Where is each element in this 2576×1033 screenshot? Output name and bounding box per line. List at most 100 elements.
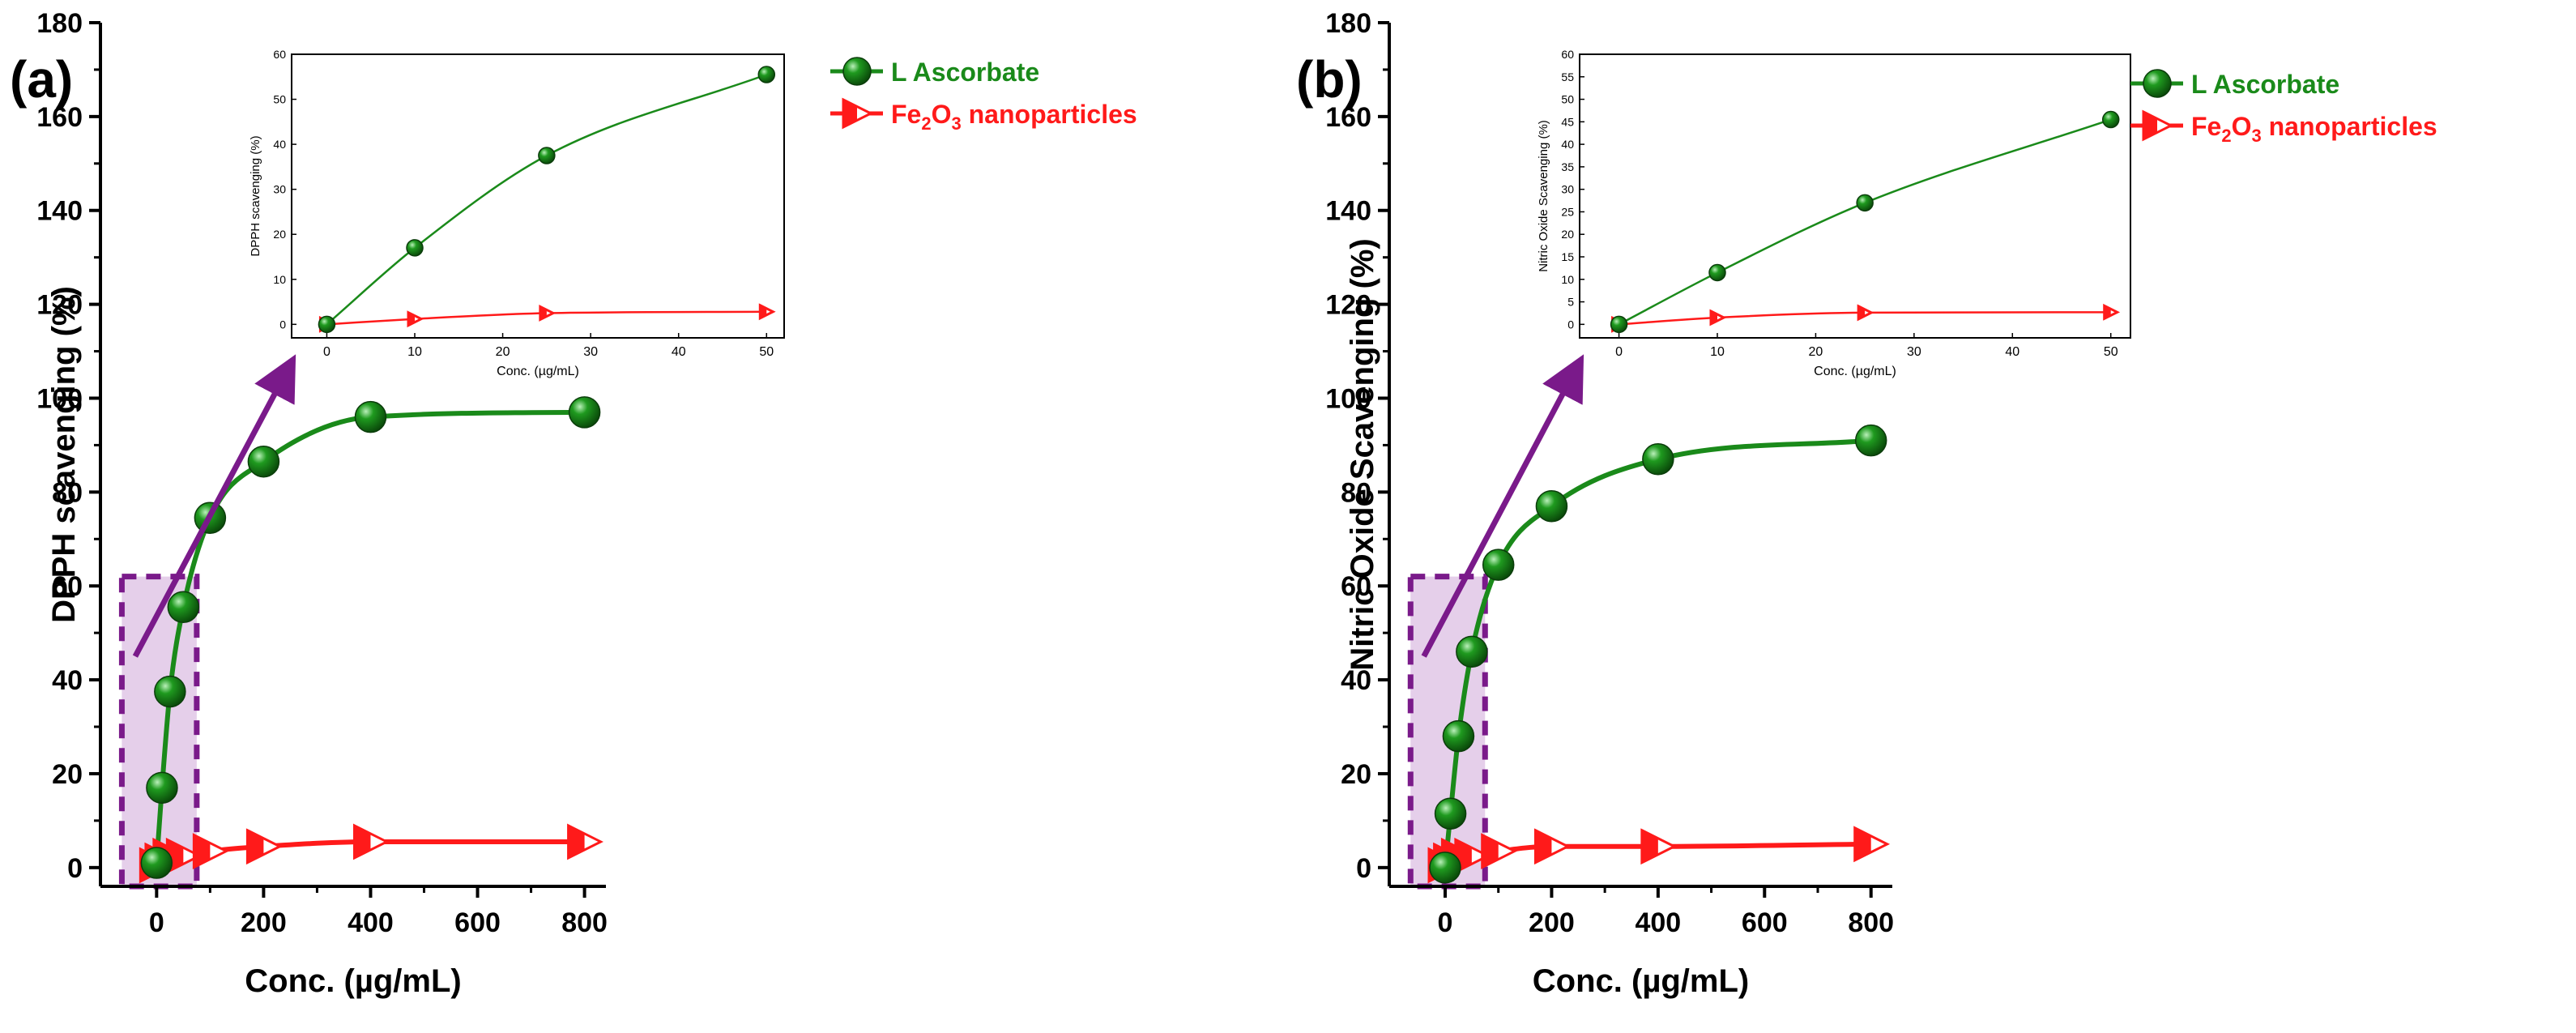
inset-x-tick-label: 0 xyxy=(323,345,331,359)
x-tick-label: 600 xyxy=(454,907,501,938)
fe2o3-point xyxy=(1640,828,1678,865)
legend-label-part: Fe xyxy=(2191,112,2221,141)
legend: L Ascorbate Fe2O3 nanoparticles xyxy=(830,57,1137,134)
inset-fe2o3-point xyxy=(539,305,557,322)
fe2o3-point xyxy=(1533,828,1571,865)
inset-y-tick-label: 0 xyxy=(279,318,286,331)
fe2o3-point-fill xyxy=(247,830,264,863)
inset-fe2o3-point-fill xyxy=(1711,311,1717,324)
inset-line-fe2o3 xyxy=(1619,311,2111,326)
l-ascorbate-point xyxy=(1642,443,1674,476)
inset-x-tick-label: 20 xyxy=(1809,345,1823,359)
inset-fe2o3-point-fill xyxy=(408,312,415,326)
inset-l-ascorbate-point xyxy=(406,239,424,257)
inset-y-tick-label: 15 xyxy=(1561,250,1574,263)
inset-fe2o3-point-fill xyxy=(540,306,547,320)
legend-label-part: Fe xyxy=(891,100,921,129)
inset-y-tick-label: 40 xyxy=(273,138,286,151)
x-tick-label: 0 xyxy=(1438,907,1453,938)
inset-y-tick-label: 10 xyxy=(1561,273,1574,286)
inset-fe2o3-point xyxy=(758,303,776,321)
y-tick-label: 40 xyxy=(1341,665,1371,696)
inset-x-tick-label: 10 xyxy=(1710,345,1725,359)
inset-l-ascorbate-point xyxy=(2101,110,2120,129)
l-ascorbate-point xyxy=(154,675,186,708)
inset-y-tick-label: 40 xyxy=(1561,138,1574,151)
y-tick-label: 160 xyxy=(1325,102,1371,133)
inset-y-tick-label: 60 xyxy=(273,48,286,61)
inset-x-tick-label: 20 xyxy=(496,345,510,359)
inset-fe2o3-point xyxy=(407,310,424,328)
legend-marker-l-ascorbate xyxy=(842,57,872,86)
inset-x-axis-title: Conc. (µg/mL) xyxy=(1814,365,1896,378)
l-ascorbate-point xyxy=(146,771,178,805)
fe2o3-point-fill xyxy=(194,835,211,868)
y-tick-label: 0 xyxy=(1356,853,1371,884)
legend-label-part: nanoparticles xyxy=(2262,112,2437,141)
l-ascorbate-point xyxy=(1535,489,1568,523)
legend-label-fe2o3: Fe2O3 nanoparticles xyxy=(2191,112,2437,146)
inset-y-tick-label: 10 xyxy=(273,273,286,286)
l-ascorbate-point xyxy=(247,445,280,478)
legend-marker-fe2o3-fill xyxy=(2143,112,2157,139)
x-tick-label: 400 xyxy=(348,907,394,938)
inset-x-tick-label: 30 xyxy=(1907,345,1921,359)
fe2o3-point xyxy=(1481,833,1518,869)
inset-l-ascorbate-point xyxy=(757,66,776,83)
legend-label-fe2o3: Fe2O3 nanoparticles xyxy=(891,100,1137,134)
y-tick-label: 100 xyxy=(36,383,83,414)
inset-x-tick-label: 40 xyxy=(2005,345,2019,359)
inset-y-tick-label: 55 xyxy=(1561,70,1574,83)
legend-marker-fe2o3 xyxy=(2142,109,2174,142)
l-ascorbate-point xyxy=(1434,797,1467,830)
legend-marker-l-ascorbate xyxy=(2143,69,2172,98)
y-tick-label: 40 xyxy=(52,665,83,696)
inset-y-tick-label: 35 xyxy=(1561,160,1574,173)
fe2o3-point xyxy=(352,823,390,860)
fe2o3-point-fill xyxy=(354,825,371,858)
inset-x-tick-label: 40 xyxy=(672,345,686,359)
series-line-l-ascorbate xyxy=(154,409,585,864)
inset-y-axis-title: DPPH scavenging (%) xyxy=(249,135,262,256)
legend: L Ascorbate Fe2O3 nanoparticles xyxy=(2130,69,2437,146)
l-ascorbate-point xyxy=(1429,852,1461,884)
inset-y-tick-label: 50 xyxy=(273,93,286,106)
legend-label-part: nanoparticles xyxy=(962,100,1137,129)
l-ascorbate-point xyxy=(140,847,173,879)
l-ascorbate-point xyxy=(1482,549,1515,581)
y-tick-label: 120 xyxy=(36,290,83,321)
y-tick-label: 160 xyxy=(36,102,83,133)
y-tick-label: 120 xyxy=(1325,290,1371,321)
legend-label-part: O xyxy=(932,100,952,129)
fe2o3-point xyxy=(567,823,603,860)
legend-label-part: 2 xyxy=(2221,126,2231,146)
fe2o3-point-fill xyxy=(1482,835,1499,868)
y-axis-title: Nitric Oxide Scavenging (%) xyxy=(1345,238,1380,670)
inset-line-l-ascorbate xyxy=(1618,118,2112,326)
l-ascorbate-point xyxy=(167,591,200,624)
inset-line-l-ascorbate xyxy=(326,73,767,326)
inset-line-fe2o3 xyxy=(326,310,767,326)
legend-marker-fe2o3 xyxy=(842,97,874,130)
inset-y-tick-label: 30 xyxy=(273,183,286,196)
inset-y-tick-label: 20 xyxy=(273,228,286,241)
inset-y-tick-label: 50 xyxy=(1561,93,1574,106)
inset-l-ascorbate-point xyxy=(538,147,556,164)
y-tick-label: 60 xyxy=(52,571,83,602)
inset-y-axis-title: Nitric Oxide Scavenging (%) xyxy=(1537,120,1550,272)
x-tick-label: 200 xyxy=(241,907,287,938)
x-axis-title: Conc. (µg/mL) xyxy=(1533,963,1749,999)
inset-y-tick-label: 25 xyxy=(1561,205,1574,218)
l-ascorbate-point xyxy=(1456,635,1488,668)
inset-y-tick-label: 5 xyxy=(1567,296,1574,309)
fe2o3-point-fill xyxy=(1535,830,1552,863)
l-ascorbate-point xyxy=(568,396,601,429)
inset-fe2o3-point xyxy=(1709,309,1727,327)
y-tick-label: 20 xyxy=(1341,759,1371,790)
inset-y-tick-label: 30 xyxy=(1561,183,1574,196)
legend-label-part: O xyxy=(2232,112,2252,141)
panel-label: (a) xyxy=(10,50,73,109)
